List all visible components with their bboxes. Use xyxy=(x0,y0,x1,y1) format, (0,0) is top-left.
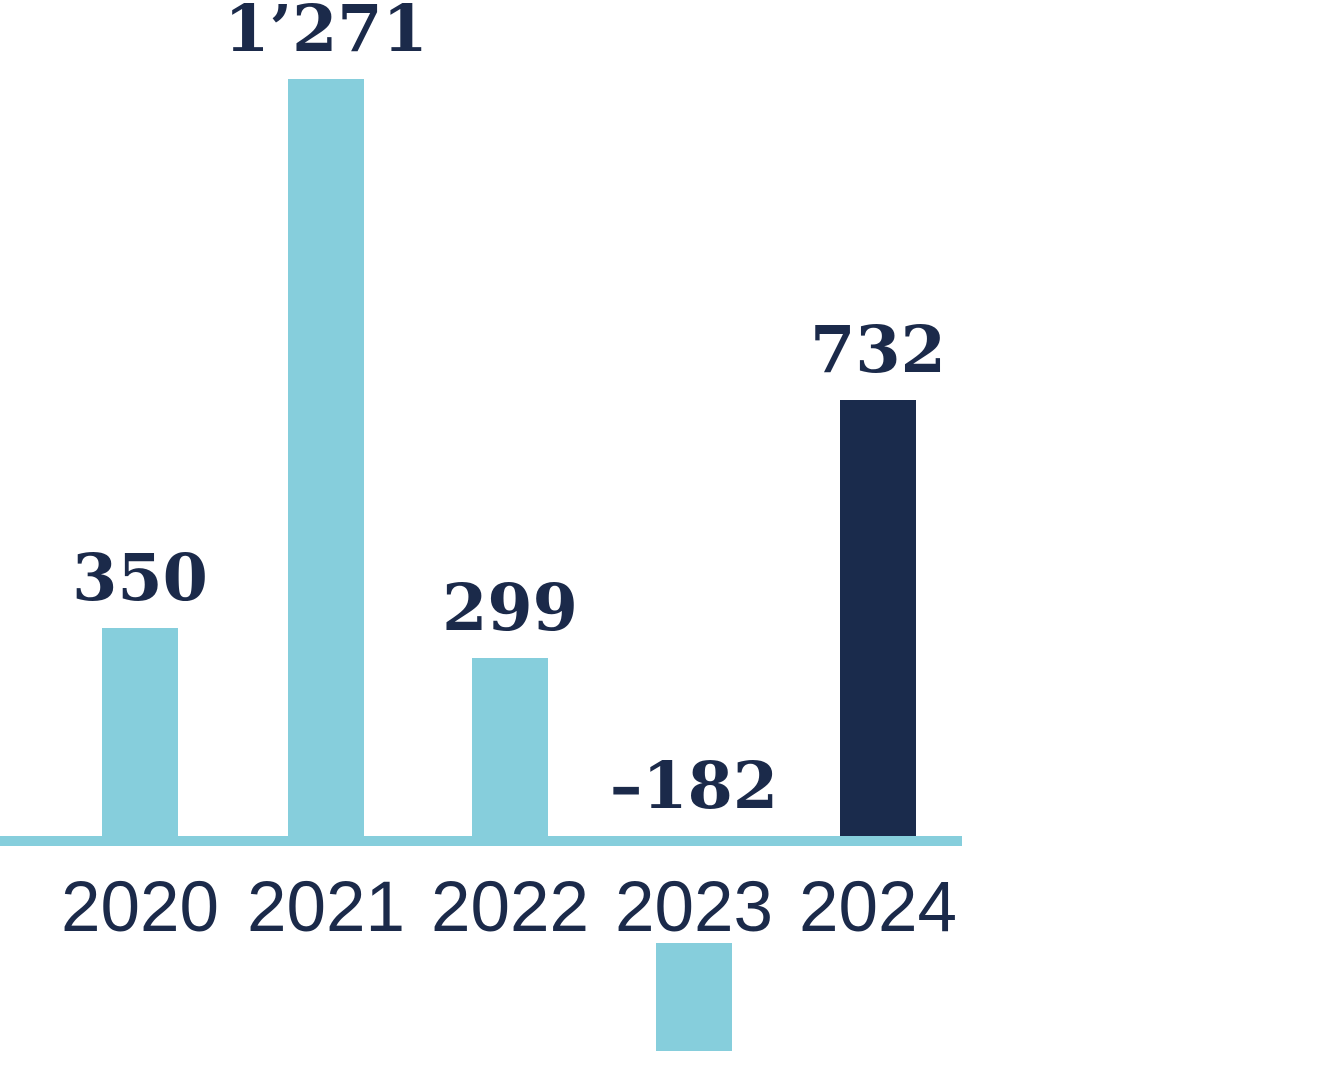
x-tick-label-2020: 2020 xyxy=(61,868,219,947)
bar-value-label-2021: 1’271 xyxy=(224,0,428,67)
bar-2024 xyxy=(840,400,916,836)
x-axis-line xyxy=(0,836,962,846)
bar-value-label-2020: 350 xyxy=(72,540,208,616)
bar-2021 xyxy=(288,79,364,836)
bar-value-label-2022: 299 xyxy=(442,570,578,646)
x-tick-label-2024: 2024 xyxy=(799,868,957,947)
x-tick-label-2021: 2021 xyxy=(247,868,405,947)
bar-value-label-2023: –182 xyxy=(609,748,779,824)
x-tick-label-2022: 2022 xyxy=(431,868,589,947)
bar-value-label-2024: 732 xyxy=(810,312,946,388)
bar-2023 xyxy=(656,943,732,1051)
x-tick-label-2023: 2023 xyxy=(615,868,773,947)
bar-2022 xyxy=(472,658,548,836)
bar-2020 xyxy=(102,628,178,836)
